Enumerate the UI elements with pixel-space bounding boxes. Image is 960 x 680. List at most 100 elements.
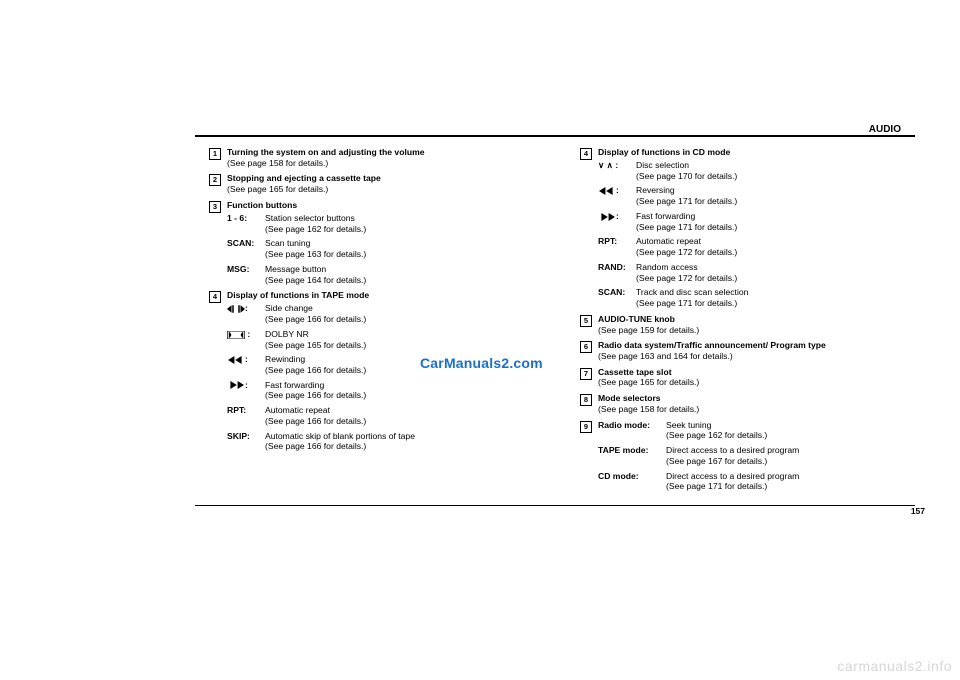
item-title: AUDIO-TUNE knob bbox=[598, 314, 675, 324]
left-column: 1 Turning the system on and adjusting th… bbox=[209, 147, 530, 497]
sub-text: Random access bbox=[636, 262, 698, 272]
box-number-icon: 5 bbox=[580, 315, 592, 327]
item-ref: (See page 165 for details.) bbox=[598, 377, 699, 387]
sub-label: 1 - 6: bbox=[227, 213, 265, 224]
sub-text: Disc selection bbox=[636, 160, 689, 170]
item-2: 2 Stopping and ejecting a cassette tape … bbox=[209, 173, 530, 194]
item-4-cd: 4 Display of functions in CD mode ∨ ∧ : … bbox=[580, 147, 901, 309]
sub-ref: (See page 170 for details.) bbox=[636, 171, 737, 181]
item-title: Radio data system/Traffic announcement/ … bbox=[598, 340, 826, 350]
mode-ref: (See page 171 for details.) bbox=[666, 481, 767, 491]
item-3: 3 Function buttons 1 - 6: Station select… bbox=[209, 200, 530, 285]
sub-ref: (See page 171 for details.) bbox=[636, 222, 737, 232]
sub-item: ∨ ∧ : Disc selection(See page 170 for de… bbox=[598, 160, 901, 181]
right-column: 4 Display of functions in CD mode ∨ ∧ : … bbox=[580, 147, 901, 497]
fast-forward-icon: : bbox=[598, 211, 636, 222]
item-1: 1 Turning the system on and adjusting th… bbox=[209, 147, 530, 168]
rewind-icon: : bbox=[598, 185, 636, 196]
box-number-icon: 9 bbox=[580, 421, 592, 433]
mode-row: TAPE mode: Direct access to a desired pr… bbox=[598, 445, 901, 466]
sub-ref: (See page 172 for details.) bbox=[636, 247, 737, 257]
sub-label: ∨ ∧ : bbox=[598, 160, 636, 171]
item-title: Display of functions in TAPE mode bbox=[227, 290, 369, 301]
sub-text: Reversing bbox=[636, 185, 675, 195]
item-7: 7 Cassette tape slot (See page 165 for d… bbox=[580, 367, 901, 388]
sub-item: RPT: Automatic repeat(See page 166 for d… bbox=[227, 405, 530, 426]
sub-item: : Fast forwarding(See page 166 for detai… bbox=[227, 380, 530, 401]
sub-text: Station selector buttons bbox=[265, 213, 355, 223]
box-number-icon: 3 bbox=[209, 201, 221, 213]
sub-text: Automatic repeat bbox=[265, 405, 330, 415]
sub-label: MSG: bbox=[227, 264, 265, 275]
item-ref: (See page 158 for details.) bbox=[227, 158, 328, 168]
fast-forward-icon: : bbox=[227, 380, 265, 391]
watermark-footer: carmanuals2.info bbox=[837, 658, 952, 674]
sub-text: Side change bbox=[265, 303, 313, 313]
box-number-icon: 8 bbox=[580, 394, 592, 406]
sub-ref: (See page 172 for details.) bbox=[636, 273, 737, 283]
sub-item: SCAN: Scan tuning(See page 163 for detai… bbox=[227, 238, 530, 259]
sub-text: Rewinding bbox=[265, 354, 305, 364]
rewind-icon: : bbox=[227, 354, 265, 365]
sub-ref: (See page 166 for details.) bbox=[265, 314, 366, 324]
sub-item: SKIP: Automatic skip of blank portions o… bbox=[227, 431, 530, 452]
dolby-icon: : bbox=[227, 329, 265, 340]
box-number-icon: 4 bbox=[209, 291, 221, 303]
sub-text: Automatic skip of blank portions of tape bbox=[265, 431, 415, 441]
sub-label: SCAN: bbox=[598, 287, 636, 298]
sub-ref: (See page 163 for details.) bbox=[265, 249, 366, 259]
sub-item: : Side change(See page 166 for details.) bbox=[227, 303, 530, 324]
sub-item: RAND: Random access(See page 172 for det… bbox=[598, 262, 901, 283]
mode-ref: (See page 162 for details.) bbox=[666, 430, 767, 440]
sub-item: RPT: Automatic repeat(See page 172 for d… bbox=[598, 236, 901, 257]
mode-row: CD mode: Direct access to a desired prog… bbox=[598, 471, 901, 492]
mode-label: Radio mode: bbox=[598, 420, 666, 431]
mode-ref: (See page 167 for details.) bbox=[666, 456, 767, 466]
item-title: Stopping and ejecting a cassette tape bbox=[227, 173, 381, 183]
sub-label: SCAN: bbox=[227, 238, 265, 249]
sub-ref: (See page 166 for details.) bbox=[265, 390, 366, 400]
item-4-tape: 4 Display of functions in TAPE mode : Si… bbox=[209, 290, 530, 452]
manual-page: AUDIO 1 Turning the system on and adjust… bbox=[195, 135, 915, 506]
item-8: 8 Mode selectors (See page 158 for detai… bbox=[580, 393, 901, 414]
sub-item: : Reversing(See page 171 for details.) bbox=[598, 185, 901, 206]
sub-item: : Fast forwarding(See page 171 for detai… bbox=[598, 211, 901, 232]
mode-text: Direct access to a desired program bbox=[666, 471, 799, 481]
sub-text: Automatic repeat bbox=[636, 236, 701, 246]
item-ref: (See page 163 and 164 for details.) bbox=[598, 351, 733, 361]
item-ref: (See page 165 for details.) bbox=[227, 184, 328, 194]
box-number-icon: 7 bbox=[580, 368, 592, 380]
sub-ref: (See page 165 for details.) bbox=[265, 340, 366, 350]
sub-label: RPT: bbox=[598, 236, 636, 247]
item-ref: (See page 159 for details.) bbox=[598, 325, 699, 335]
content-columns: 1 Turning the system on and adjusting th… bbox=[209, 147, 901, 497]
sub-text: Fast forwarding bbox=[265, 380, 324, 390]
sub-ref: (See page 171 for details.) bbox=[636, 196, 737, 206]
sub-text: Scan tuning bbox=[265, 238, 310, 248]
section-header: AUDIO bbox=[869, 124, 901, 137]
sub-item: SCAN: Track and disc scan selection(See … bbox=[598, 287, 901, 308]
mode-text: Direct access to a desired program bbox=[666, 445, 799, 455]
sub-label: RPT: bbox=[227, 405, 265, 416]
item-9: 9 Radio mode: Seek tuning(See page 162 f… bbox=[580, 420, 901, 492]
item-title: Mode selectors bbox=[598, 393, 661, 403]
box-number-icon: 4 bbox=[580, 148, 592, 160]
box-number-icon: 6 bbox=[580, 341, 592, 353]
sub-label: SKIP: bbox=[227, 431, 265, 442]
sub-item: : DOLBY NR(See page 165 for details.) bbox=[227, 329, 530, 350]
sub-item: 1 - 6: Station selector buttons(See page… bbox=[227, 213, 530, 234]
sub-ref: (See page 164 for details.) bbox=[265, 275, 366, 285]
mode-label: TAPE mode: bbox=[598, 445, 666, 456]
item-title: Turning the system on and adjusting the … bbox=[227, 147, 425, 157]
item-title: Function buttons bbox=[227, 200, 297, 211]
item-title: Cassette tape slot bbox=[598, 367, 672, 377]
item-title: Display of functions in CD mode bbox=[598, 147, 730, 158]
sub-ref: (See page 171 for details.) bbox=[636, 298, 737, 308]
mode-text: Seek tuning bbox=[666, 420, 711, 430]
box-number-icon: 2 bbox=[209, 174, 221, 186]
item-6: 6 Radio data system/Traffic announcement… bbox=[580, 340, 901, 361]
sub-text: Fast forwarding bbox=[636, 211, 695, 221]
sub-ref: (See page 166 for details.) bbox=[265, 365, 366, 375]
sub-ref: (See page 162 for details.) bbox=[265, 224, 366, 234]
page-number: 157 bbox=[911, 506, 925, 517]
